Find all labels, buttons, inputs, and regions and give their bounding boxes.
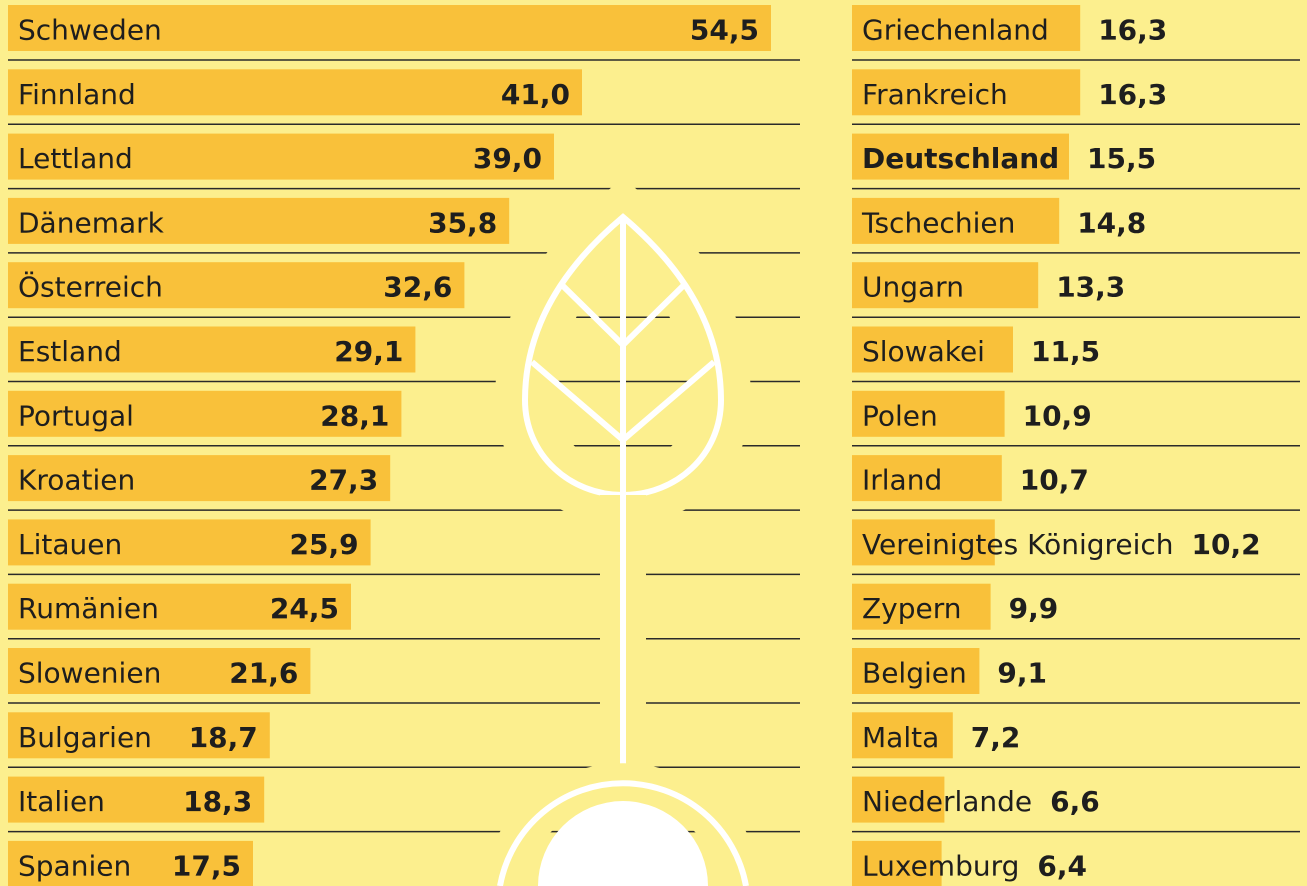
value-label: 29,1 xyxy=(334,335,403,368)
value-label: 41,0 xyxy=(501,78,570,111)
value-label: 16,3 xyxy=(1098,14,1167,47)
value-label: 9,1 xyxy=(997,657,1047,690)
value-label: 27,3 xyxy=(309,464,378,497)
category-label: Irland xyxy=(862,464,942,497)
value-label: 18,3 xyxy=(183,785,252,818)
category-label: Niederlande xyxy=(862,785,1032,818)
category-label: Vereinigtes Königreich xyxy=(862,528,1174,561)
category-label: Spanien xyxy=(18,849,131,882)
value-label: 15,5 xyxy=(1087,142,1156,175)
page: Schweden 54,5 Finnland 41,0 Lettland 39,0 Däne… xyxy=(0,0,1307,886)
category-label: Malta xyxy=(862,721,939,754)
value-label: 16,3 xyxy=(1098,78,1167,111)
category-label: Dänemark xyxy=(18,206,165,239)
category-label: Tschechien xyxy=(861,206,1015,239)
value-label: 13,3 xyxy=(1056,271,1125,304)
value-label: 14,8 xyxy=(1077,206,1146,239)
value-label: 17,5 xyxy=(172,849,241,882)
category-label: Ungarn xyxy=(862,271,964,304)
value-label: 24,5 xyxy=(270,592,339,625)
value-label: 10,7 xyxy=(1020,464,1089,497)
category-label: Bulgarien xyxy=(18,721,152,754)
value-label: 21,6 xyxy=(229,657,298,690)
category-label: Polen xyxy=(862,399,938,432)
category-label: Deutschland xyxy=(862,142,1059,175)
category-label: Finnland xyxy=(18,78,136,111)
value-label: 10,2 xyxy=(1192,528,1261,561)
value-label: 35,8 xyxy=(428,206,497,239)
value-label: 32,6 xyxy=(383,271,452,304)
value-label: 10,9 xyxy=(1023,399,1092,432)
category-label: Slowenien xyxy=(18,657,161,690)
value-label: 6,4 xyxy=(1037,849,1087,882)
value-label: 6,6 xyxy=(1050,785,1100,818)
category-label: Österreich xyxy=(18,270,163,304)
category-label: Slowakei xyxy=(862,335,985,368)
category-label: Frankreich xyxy=(862,78,1008,111)
category-label: Schweden xyxy=(18,14,162,47)
chart: Schweden 54,5 Finnland 41,0 Lettland 39,0 Däne… xyxy=(0,0,1307,886)
category-label: Portugal xyxy=(18,399,134,432)
category-label: Italien xyxy=(18,785,105,818)
value-label: 7,2 xyxy=(971,721,1021,754)
category-label: Litauen xyxy=(18,528,122,561)
value-label: 39,0 xyxy=(473,142,542,175)
category-label: Kroatien xyxy=(18,464,135,497)
category-label: Luxemburg xyxy=(862,849,1019,882)
category-label: Rumänien xyxy=(18,592,159,625)
value-label: 54,5 xyxy=(690,14,759,47)
value-label: 9,9 xyxy=(1009,592,1059,625)
category-label: Belgien xyxy=(862,657,967,690)
category-label: Lettland xyxy=(18,142,133,175)
category-label: Zypern xyxy=(862,592,962,625)
value-label: 25,9 xyxy=(290,528,359,561)
value-label: 18,7 xyxy=(189,721,258,754)
category-label: Estland xyxy=(18,335,122,368)
value-label: 28,1 xyxy=(320,399,389,432)
value-label: 11,5 xyxy=(1031,335,1100,368)
category-label: Griechenland xyxy=(862,14,1049,47)
